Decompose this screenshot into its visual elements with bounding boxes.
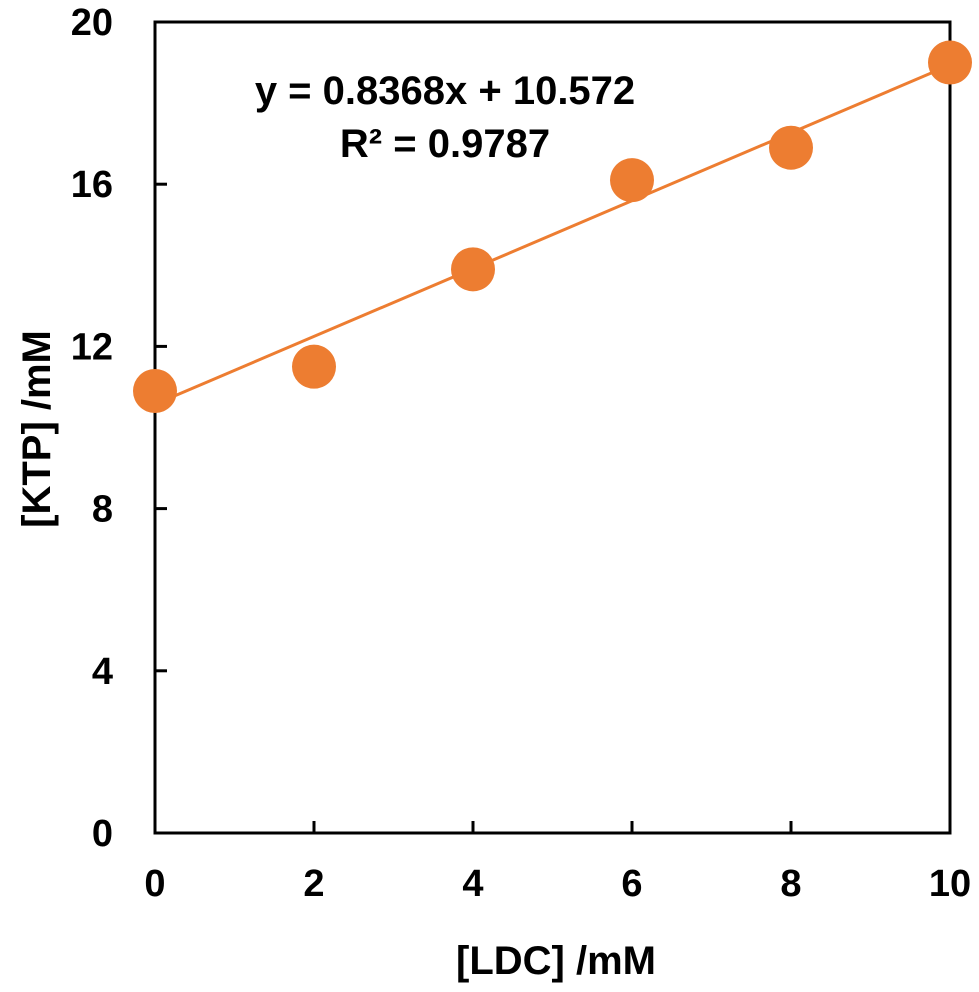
x-tick-label: 0: [144, 863, 165, 905]
x-tick-label: 4: [462, 863, 483, 905]
x-axis-title: [LDC] /mM: [456, 939, 656, 983]
trendline-r-squared: R² = 0.9787: [340, 122, 550, 166]
x-tick-label: 2: [303, 863, 324, 905]
y-tick-label: 20: [71, 2, 113, 44]
data-point: [451, 247, 495, 292]
tick-labels-layer: 0 2 4 6 8 10 0 4 8 12 16 20: [71, 2, 971, 905]
y-tick-label: 12: [71, 326, 113, 368]
y-axis-title: [KTP] /mM: [15, 330, 59, 528]
y-tick-label: 4: [92, 651, 113, 693]
x-tick-label: 10: [929, 863, 971, 905]
plot-frame: [153, 20, 952, 835]
y-tick-label: 16: [71, 164, 113, 206]
data-points-layer: [133, 40, 972, 414]
trendline-layer: [154, 63, 951, 406]
x-tick-label: 8: [780, 863, 801, 905]
linear-trendline: [154, 63, 951, 406]
x-tick-label: 6: [621, 863, 642, 905]
data-point: [610, 158, 654, 203]
y-tick-label: 0: [92, 813, 113, 855]
trendline-equation: y = 0.8368x + 10.572: [255, 69, 635, 113]
annotation-layer: y = 0.8368x + 10.572 R² = 0.9787 [LDC] /…: [15, 69, 656, 983]
data-point: [292, 344, 336, 389]
axes-layer: [153, 20, 952, 835]
data-point: [133, 369, 177, 414]
data-point: [769, 125, 813, 170]
data-point: [928, 40, 972, 85]
y-tick-label: 8: [92, 489, 113, 531]
